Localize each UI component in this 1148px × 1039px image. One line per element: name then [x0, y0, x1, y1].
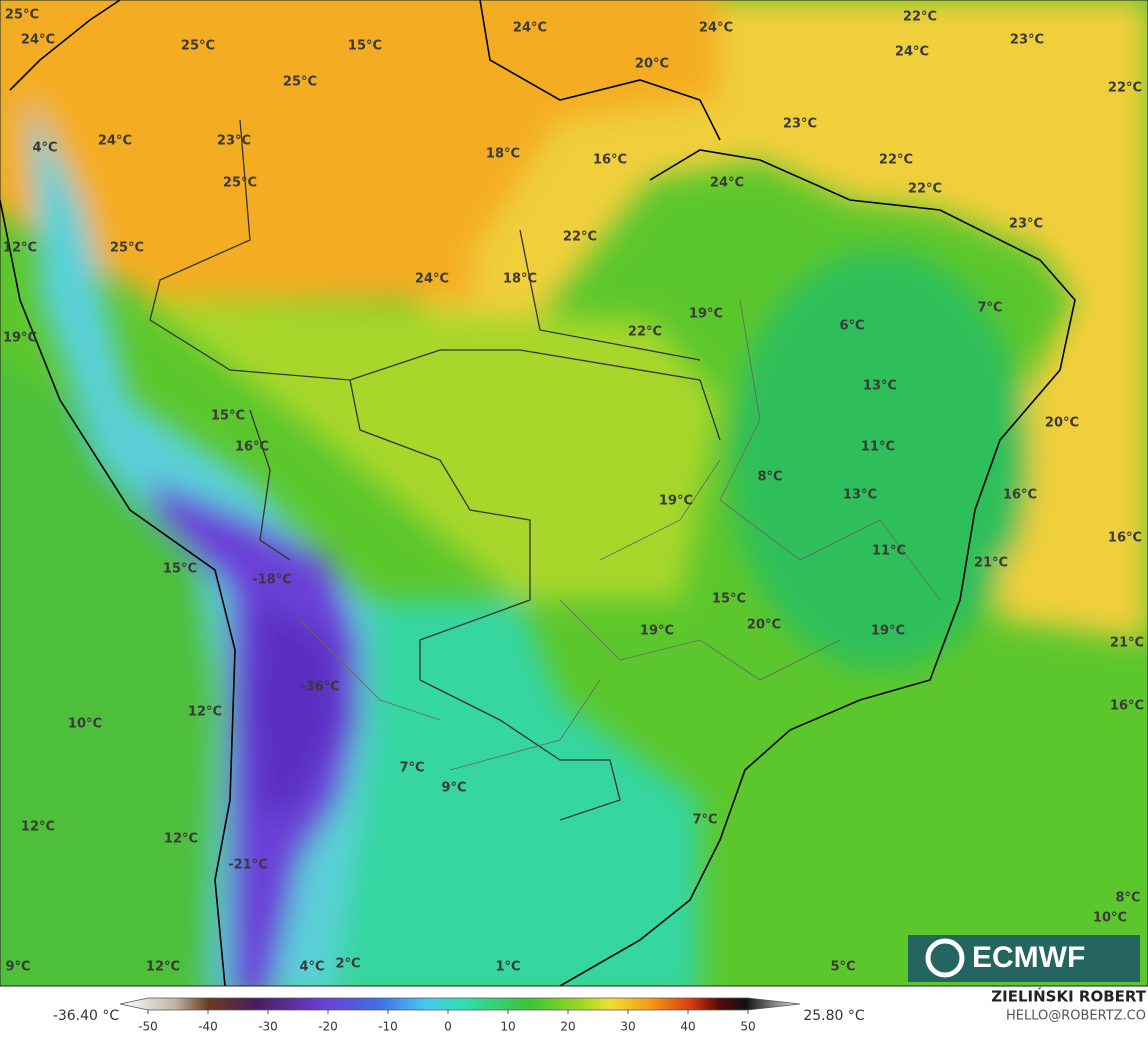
- temperature-label: 18°C: [486, 147, 520, 162]
- temperature-label: 23°C: [1010, 33, 1044, 48]
- temperature-label: 20°C: [1045, 416, 1079, 431]
- logo-icon: [925, 938, 965, 978]
- temperature-label: 7°C: [692, 813, 717, 828]
- temperature-label: 25°C: [181, 39, 215, 54]
- credit-email: HELLO@ROBERTZ.CO: [1006, 1009, 1146, 1024]
- temperature-label: 24°C: [710, 176, 744, 191]
- temperature-label: -36°C: [300, 680, 340, 695]
- temperature-label: 24°C: [699, 21, 733, 36]
- temperature-label: 25°C: [223, 176, 257, 191]
- colorbar: [119, 997, 801, 1011]
- map-frame: [0, 0, 1148, 987]
- temperature-label: 20°C: [747, 618, 781, 633]
- temperature-label: 16°C: [1003, 488, 1037, 503]
- temperature-label: -18°C: [252, 573, 292, 588]
- temperature-label: 22°C: [628, 325, 662, 340]
- temperature-label: 12°C: [3, 241, 37, 256]
- temperature-label: 10°C: [1093, 911, 1127, 926]
- temperature-label: 24°C: [895, 45, 929, 60]
- colorbar-tick-label: -30: [258, 1020, 278, 1034]
- temperature-label: 1°C: [495, 960, 520, 975]
- temperature-label: 24°C: [513, 21, 547, 36]
- temperature-label: 22°C: [879, 153, 913, 168]
- temperature-label: 21°C: [974, 556, 1008, 571]
- temperature-label: 16°C: [593, 153, 627, 168]
- temperature-label: 23°C: [217, 134, 251, 149]
- credit-name: ZIELIŃSKI ROBERT: [991, 987, 1146, 1006]
- colorbar-max: 25.80 °C: [803, 1008, 865, 1024]
- temperature-label: 19°C: [659, 494, 693, 509]
- temperature-label: 22°C: [1108, 81, 1142, 96]
- temperature-label: 4°C: [299, 960, 324, 975]
- temperature-label: 22°C: [908, 182, 942, 197]
- temperature-label: 2°C: [335, 957, 360, 972]
- colorbar-tick-label: 30: [620, 1020, 635, 1034]
- temperature-label: 25°C: [283, 75, 317, 90]
- temperature-label: 16°C: [1108, 531, 1142, 546]
- colorbar-min: -36.40 °C: [53, 1008, 120, 1024]
- temperature-label: 12°C: [188, 705, 222, 720]
- temperature-label: 16°C: [235, 440, 269, 455]
- temperature-label: 22°C: [903, 10, 937, 25]
- temperature-label: 23°C: [783, 117, 817, 132]
- temperature-label: -21°C: [228, 858, 268, 873]
- temperature-label: 12°C: [146, 960, 180, 975]
- temperature-label: 24°C: [21, 33, 55, 48]
- temperature-label: 13°C: [863, 379, 897, 394]
- temperature-label: 21°C: [1110, 636, 1144, 651]
- temperature-label: 13°C: [843, 488, 877, 503]
- temperature-label: 25°C: [110, 241, 144, 256]
- temperature-label: 19°C: [689, 307, 723, 322]
- temperature-label: 10°C: [68, 717, 102, 732]
- temperature-label: 7°C: [977, 301, 1002, 316]
- colorbar-tick-label: 20: [560, 1020, 575, 1034]
- temperature-label: 12°C: [21, 820, 55, 835]
- colorbar-tick-label: -40: [198, 1020, 218, 1034]
- logo: ECMWF: [908, 935, 1140, 982]
- colorbar-tick-label: -20: [318, 1020, 338, 1034]
- temperature-label: 9°C: [441, 781, 466, 796]
- colorbar-tick-label: -50: [138, 1020, 158, 1034]
- temperature-label: 23°C: [1009, 217, 1043, 232]
- temperature-label: 11°C: [872, 544, 906, 559]
- colorbar-tick-label: 0: [444, 1020, 452, 1034]
- temperature-label: 8°C: [757, 470, 782, 485]
- temperature-label: 8°C: [1115, 891, 1140, 906]
- temperature-label: 15°C: [348, 39, 382, 54]
- temperature-label: 5°C: [830, 960, 855, 975]
- temperature-field: [0, 0, 1148, 986]
- temperature-label: 6°C: [839, 319, 864, 334]
- temperature-label: 12°C: [164, 832, 198, 847]
- temperature-label: 20°C: [635, 57, 669, 72]
- temperature-label: 15°C: [712, 592, 746, 607]
- temperature-label: 25°C: [5, 8, 39, 23]
- colorbar-tick-label: 50: [740, 1020, 755, 1034]
- temperature-label: 24°C: [415, 272, 449, 287]
- temperature-label: 19°C: [871, 624, 905, 639]
- temperature-label: 15°C: [211, 409, 245, 424]
- temperature-label: 15°C: [163, 562, 197, 577]
- colorbar-tick-label: 40: [680, 1020, 695, 1034]
- colorbar-tick-label: -10: [378, 1020, 398, 1034]
- temperature-label: 7°C: [399, 761, 424, 776]
- temperature-label: 22°C: [563, 230, 597, 245]
- temperature-label: 9°C: [5, 960, 30, 975]
- temperature-label: 19°C: [640, 624, 674, 639]
- temperature-label: 16°C: [1110, 699, 1144, 714]
- temperature-label: 4°C: [32, 141, 57, 156]
- colorbar-tick-label: 10: [500, 1020, 515, 1034]
- logo-text: ECMWF: [972, 941, 1085, 974]
- temperature-label: 11°C: [861, 440, 895, 455]
- temperature-label: 18°C: [503, 272, 537, 287]
- temperature-label: 19°C: [3, 331, 37, 346]
- temperature-label: 24°C: [98, 134, 132, 149]
